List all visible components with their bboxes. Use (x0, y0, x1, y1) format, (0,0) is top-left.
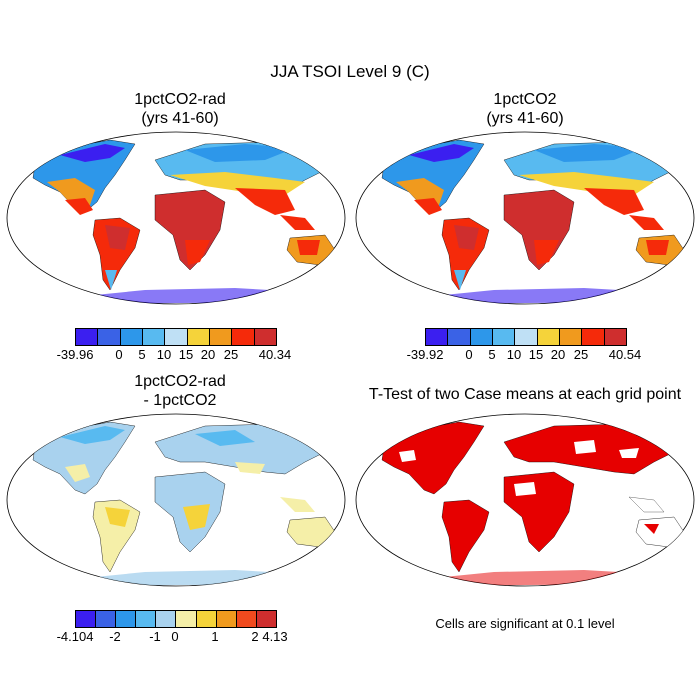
panel-title-line-2: (yrs 41-60) (141, 110, 219, 127)
panel-title-ttest: T-Test of two Case means at each grid po… (350, 385, 700, 404)
panel-title-line-1: 1pctCO2 (493, 91, 557, 108)
legend-tick: -1 (149, 629, 161, 644)
legend-tick: 25 (223, 347, 239, 362)
legend-tick: 10 (506, 347, 522, 362)
legend-ticks-rad: -39.96 0 5 10 15 20 25 40.34 (57, 347, 292, 363)
map-panel-co2 (355, 131, 695, 305)
panel-title-rad: 1pctCO2-rad (yrs 41-60) (30, 90, 330, 128)
significance-note: Cells are significant at 0.1 level (435, 616, 615, 631)
map-panel-ttest (355, 413, 695, 587)
panel-title-co2: 1pctCO2 (yrs 41-60) (375, 90, 675, 128)
panel-title-line-2: (yrs 41-60) (486, 110, 564, 127)
legend-tick: 20 (550, 347, 566, 362)
legend-bar-rad (75, 328, 277, 346)
map-panel-diff (6, 413, 346, 587)
legend-tick: 40.54 (608, 347, 642, 362)
legend-tick: 20 (200, 347, 216, 362)
panel-title-line-1: 1pctCO2-rad (134, 373, 226, 390)
legend-tick: -2 (109, 629, 121, 644)
legend-bar-co2 (425, 328, 627, 346)
continents (381, 139, 685, 304)
legend-ticks-diff: -4.104 -2 -1 0 1 2 4.13 (57, 629, 288, 645)
legend-tick: 10 (156, 347, 172, 362)
legend-tick: 25 (573, 347, 589, 362)
panel-title-line-1: 1pctCO2-rad (134, 91, 226, 108)
legend-tick: -4.104 (56, 629, 94, 644)
legend-tick: 0 (171, 629, 179, 644)
legend-tick: 5 (138, 347, 146, 362)
legend-tick: 15 (528, 347, 544, 362)
legend-tick: 1 (211, 629, 219, 644)
panel-title-line-1: T-Test of two Case means at each grid po… (368, 386, 682, 403)
figure-title: JJA TSOI Level 9 (C) (270, 62, 430, 81)
legend-ticks-co2: -39.92 0 5 10 15 20 25 40.54 (407, 347, 642, 363)
map-panel-rad (6, 131, 346, 305)
panel-title-diff: 1pctCO2-rad - 1pctCO2 (30, 372, 330, 410)
legend-tick: 2 (251, 629, 259, 644)
legend-bar-diff (75, 610, 277, 628)
legend-tick: 5 (488, 347, 496, 362)
legend-tick: -39.96 (56, 347, 94, 362)
legend-tick: 4.13 (262, 629, 288, 644)
legend-tick: -39.92 (406, 347, 444, 362)
legend-tick: 15 (178, 347, 194, 362)
legend-tick: 0 (115, 347, 123, 362)
panel-title-line-2: - 1pctCO2 (143, 392, 217, 409)
legend-tick: 0 (465, 347, 473, 362)
legend-tick: 40.34 (258, 347, 292, 362)
continents (32, 139, 336, 304)
